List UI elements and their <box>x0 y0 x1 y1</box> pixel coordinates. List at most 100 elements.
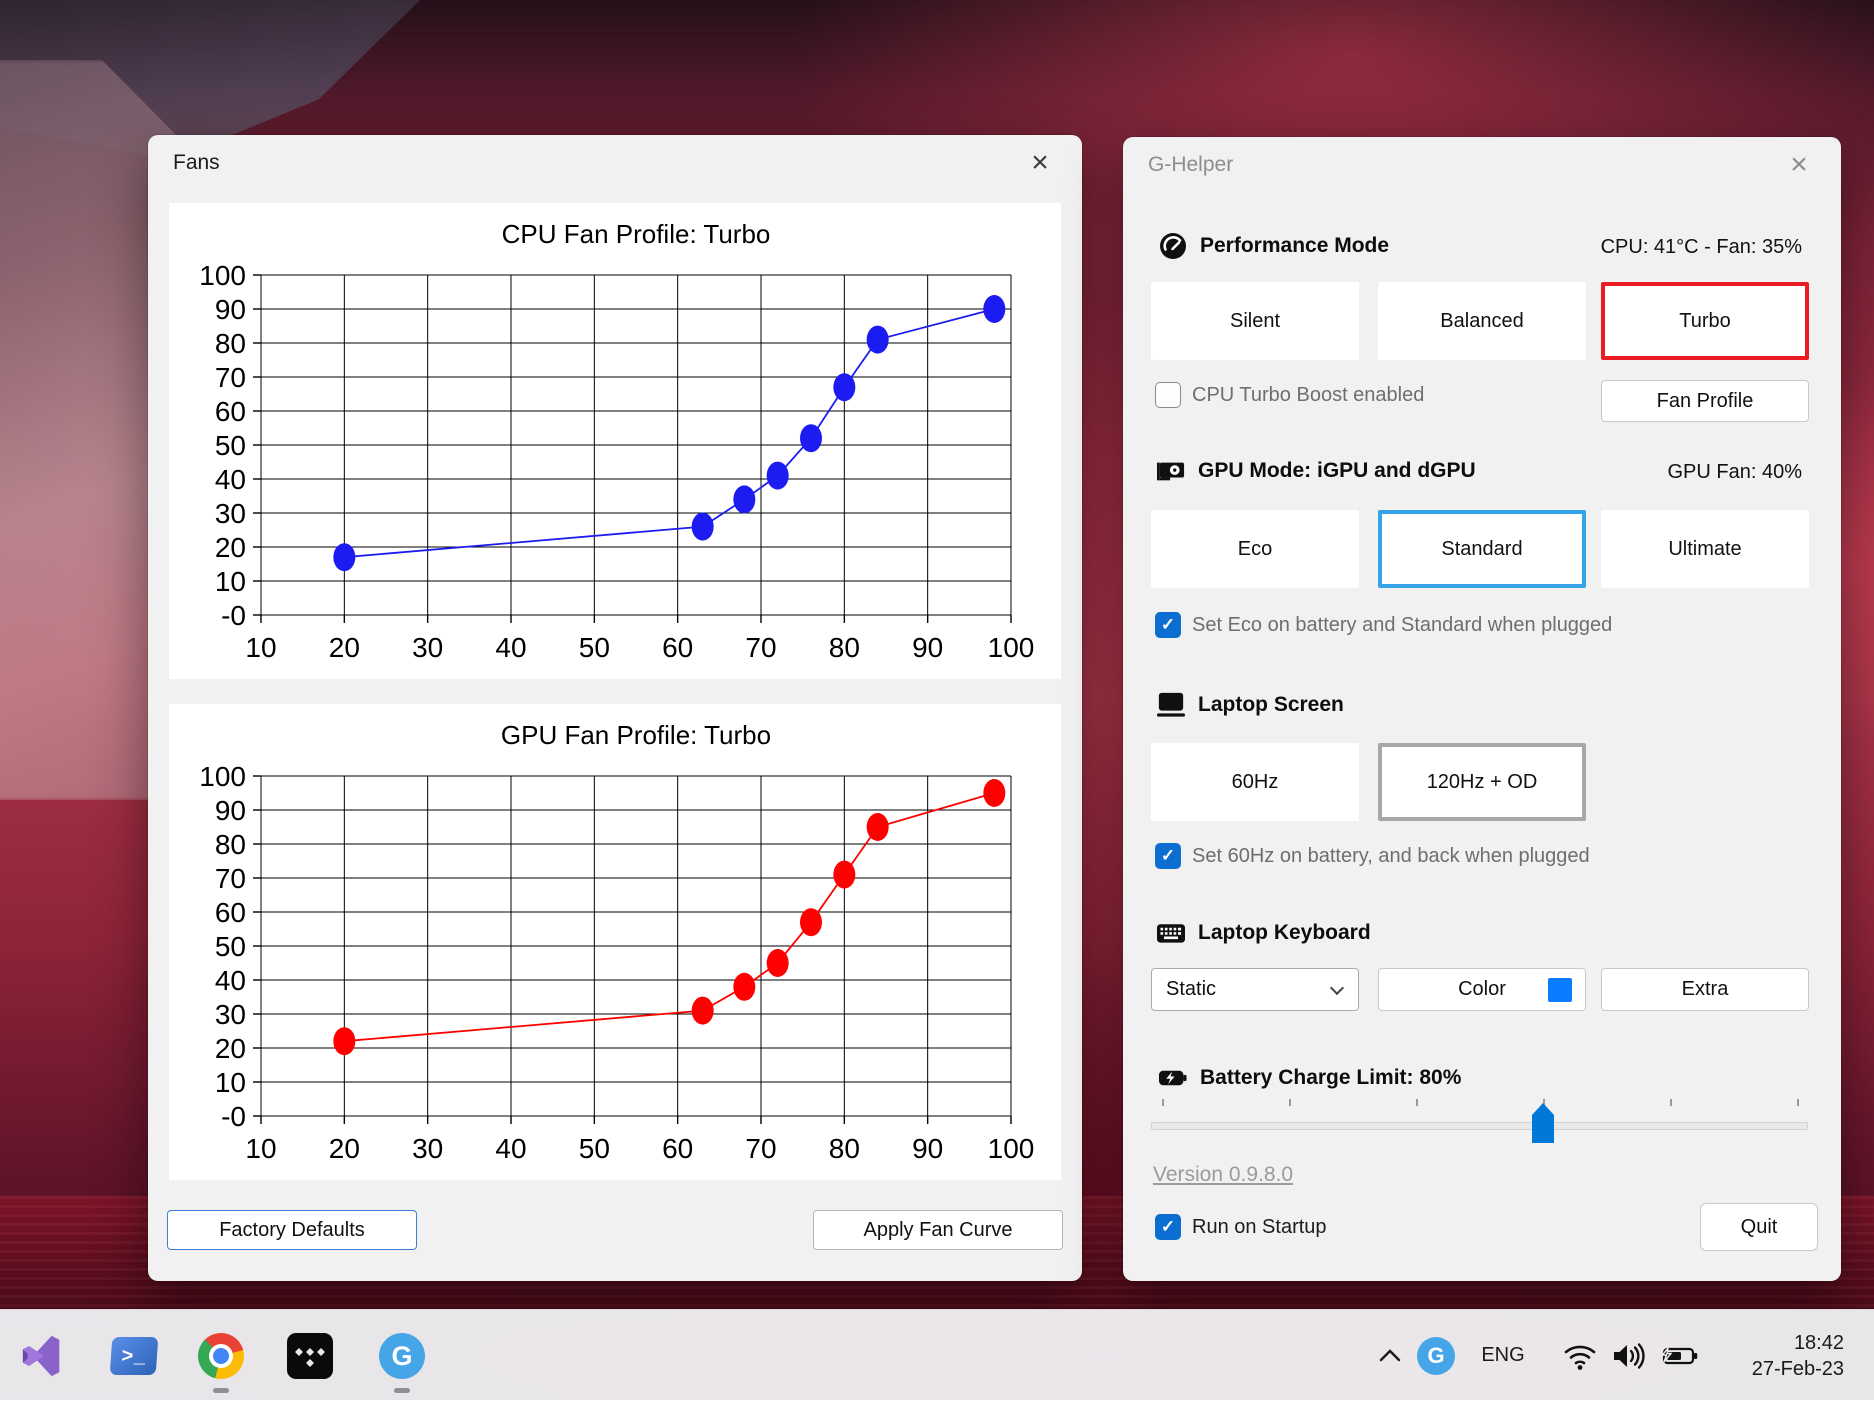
gpu-mode-eco-button[interactable]: Eco <box>1151 510 1359 588</box>
eco-on-battery-label: Set Eco on battery and Standard when plu… <box>1192 614 1612 637</box>
ghelper-icon: G <box>1417 1337 1455 1375</box>
clock-time: 18:42 <box>1794 1330 1844 1356</box>
checkbox-checked-icon[interactable]: ✓ <box>1155 612 1181 638</box>
tray-battery[interactable] <box>1656 1310 1702 1401</box>
close-icon[interactable]: × <box>1022 145 1058 181</box>
svg-text:50: 50 <box>215 430 246 461</box>
tray-volume[interactable] <box>1607 1310 1649 1401</box>
run-on-startup-label: Run on Startup <box>1192 1216 1327 1239</box>
checkbox-checked-icon[interactable]: ✓ <box>1155 1214 1181 1240</box>
battery-limit-slider-thumb[interactable] <box>1532 1103 1554 1143</box>
run-on-startup-checkbox[interactable]: ✓ Run on Startup <box>1155 1214 1327 1240</box>
svg-text:40: 40 <box>495 1133 526 1164</box>
perf-mode-turbo-button[interactable]: Turbo <box>1601 282 1809 360</box>
slider-tick <box>1289 1099 1291 1106</box>
taskbar: >_ G G ENG <box>0 1309 1874 1400</box>
gauge-icon <box>1159 232 1187 260</box>
ghelper-titlebar[interactable]: G-Helper × <box>1123 137 1841 193</box>
visual-studio-icon <box>20 1333 66 1379</box>
ghelper-window: G-Helper × Performance Mode CPU: 41°C - … <box>1123 137 1841 1281</box>
battery-limit-slider-track[interactable] <box>1151 1122 1808 1130</box>
svg-text:30: 30 <box>215 999 246 1030</box>
60hz-on-battery-checkbox[interactable]: ✓ Set 60Hz on battery, and back when plu… <box>1155 843 1590 869</box>
svg-text:30: 30 <box>215 498 246 529</box>
laptop-keyboard-label: Laptop Keyboard <box>1198 921 1371 945</box>
svg-text:90: 90 <box>215 795 246 826</box>
close-icon[interactable]: × <box>1781 147 1817 183</box>
tray-wifi[interactable] <box>1560 1310 1600 1401</box>
svg-text:60: 60 <box>215 897 246 928</box>
eco-on-battery-checkbox[interactable]: ✓ Set Eco on battery and Standard when p… <box>1155 612 1612 638</box>
tray-language-indicator[interactable]: ENG <box>1478 1310 1528 1401</box>
svg-text:10: 10 <box>215 566 246 597</box>
taskbar-powershell-icon[interactable]: >_ <box>110 1332 158 1380</box>
svg-text:100: 100 <box>988 1133 1035 1164</box>
cpu-turbo-boost-checkbox[interactable]: CPU Turbo Boost enabled <box>1155 382 1424 408</box>
svg-text:100: 100 <box>199 260 246 291</box>
factory-defaults-button[interactable]: Factory Defaults <box>167 1210 417 1250</box>
ghelper-window-title: G-Helper <box>1148 153 1233 177</box>
slider-tick <box>1162 1099 1164 1106</box>
tray-chevron-up[interactable] <box>1370 1310 1410 1401</box>
tray-ghelper-icon[interactable]: G <box>1416 1310 1456 1401</box>
svg-text:50: 50 <box>579 1133 610 1164</box>
perf-mode-silent-button[interactable]: Silent <box>1151 282 1359 360</box>
tray-clock[interactable]: 18:42 27-Feb-23 <box>1752 1310 1844 1401</box>
fans-titlebar[interactable]: Fans × <box>148 135 1082 191</box>
keyboard-icon <box>1157 919 1185 947</box>
taskbar-ghelper-icon[interactable]: G <box>378 1332 426 1380</box>
svg-text:70: 70 <box>215 863 246 894</box>
keyboard-color-button[interactable]: Color <box>1378 968 1586 1011</box>
gpu-mode-standard-button[interactable]: Standard <box>1378 510 1586 588</box>
svg-text:20: 20 <box>329 1133 360 1164</box>
svg-text:20: 20 <box>215 532 246 563</box>
fan-profile-button[interactable]: Fan Profile <box>1601 380 1809 422</box>
performance-mode-label: Performance Mode <box>1200 234 1389 258</box>
svg-text:60: 60 <box>662 632 693 663</box>
screen-120hz-od-button[interactable]: 120Hz + OD <box>1378 743 1586 821</box>
laptop-keyboard-header: Laptop Keyboard <box>1157 918 1371 948</box>
apply-fan-curve-button[interactable]: Apply Fan Curve <box>813 1210 1063 1250</box>
laptop-screen-header: Laptop Screen <box>1157 690 1344 720</box>
slider-tick <box>1797 1099 1799 1106</box>
screen-60hz-button[interactable]: 60Hz <box>1151 743 1359 821</box>
gpu-fan-status: GPU Fan: 40% <box>1667 461 1802 484</box>
taskbar-tidal-icon[interactable] <box>286 1332 334 1380</box>
svg-text:20: 20 <box>215 1033 246 1064</box>
gpu-mode-ultimate-button[interactable]: Ultimate <box>1601 510 1809 588</box>
svg-text:10: 10 <box>245 632 276 663</box>
keyboard-extra-button[interactable]: Extra <box>1601 968 1809 1011</box>
svg-text:10: 10 <box>245 1133 276 1164</box>
checkbox-unchecked-icon[interactable] <box>1155 382 1181 408</box>
svg-text:50: 50 <box>215 931 246 962</box>
clock-date: 27-Feb-23 <box>1752 1356 1844 1382</box>
language-label: ENG <box>1481 1344 1524 1367</box>
taskbar-chrome-icon[interactable] <box>197 1332 245 1380</box>
checkbox-checked-icon[interactable]: ✓ <box>1155 843 1181 869</box>
60hz-on-battery-label: Set 60Hz on battery, and back when plugg… <box>1192 845 1590 868</box>
svg-text:40: 40 <box>495 632 526 663</box>
svg-text:100: 100 <box>988 632 1035 663</box>
svg-text:40: 40 <box>215 464 246 495</box>
svg-text:70: 70 <box>745 1133 776 1164</box>
battery-charge-limit-header: Battery Charge Limit: 80% <box>1159 1063 1461 1093</box>
ghelper-icon: G <box>379 1333 425 1379</box>
chrome-running-indicator <box>213 1388 229 1393</box>
version-link[interactable]: Version 0.9.8.0 <box>1153 1163 1293 1187</box>
keyboard-mode-dropdown[interactable]: Static <box>1151 968 1359 1011</box>
perf-mode-balanced-button[interactable]: Balanced <box>1378 282 1586 360</box>
svg-text:20: 20 <box>329 632 360 663</box>
performance-mode-header: Performance Mode <box>1159 231 1389 261</box>
battery-charge-limit-label: Battery Charge Limit: 80% <box>1200 1066 1461 1090</box>
svg-text:90: 90 <box>215 294 246 325</box>
taskbar-visual-studio-icon[interactable] <box>19 1332 67 1380</box>
color-swatch[interactable] <box>1548 978 1572 1002</box>
svg-text:-0: -0 <box>221 600 246 631</box>
wifi-icon <box>1562 1340 1598 1372</box>
quit-button[interactable]: Quit <box>1700 1203 1818 1251</box>
svg-text:30: 30 <box>412 1133 443 1164</box>
